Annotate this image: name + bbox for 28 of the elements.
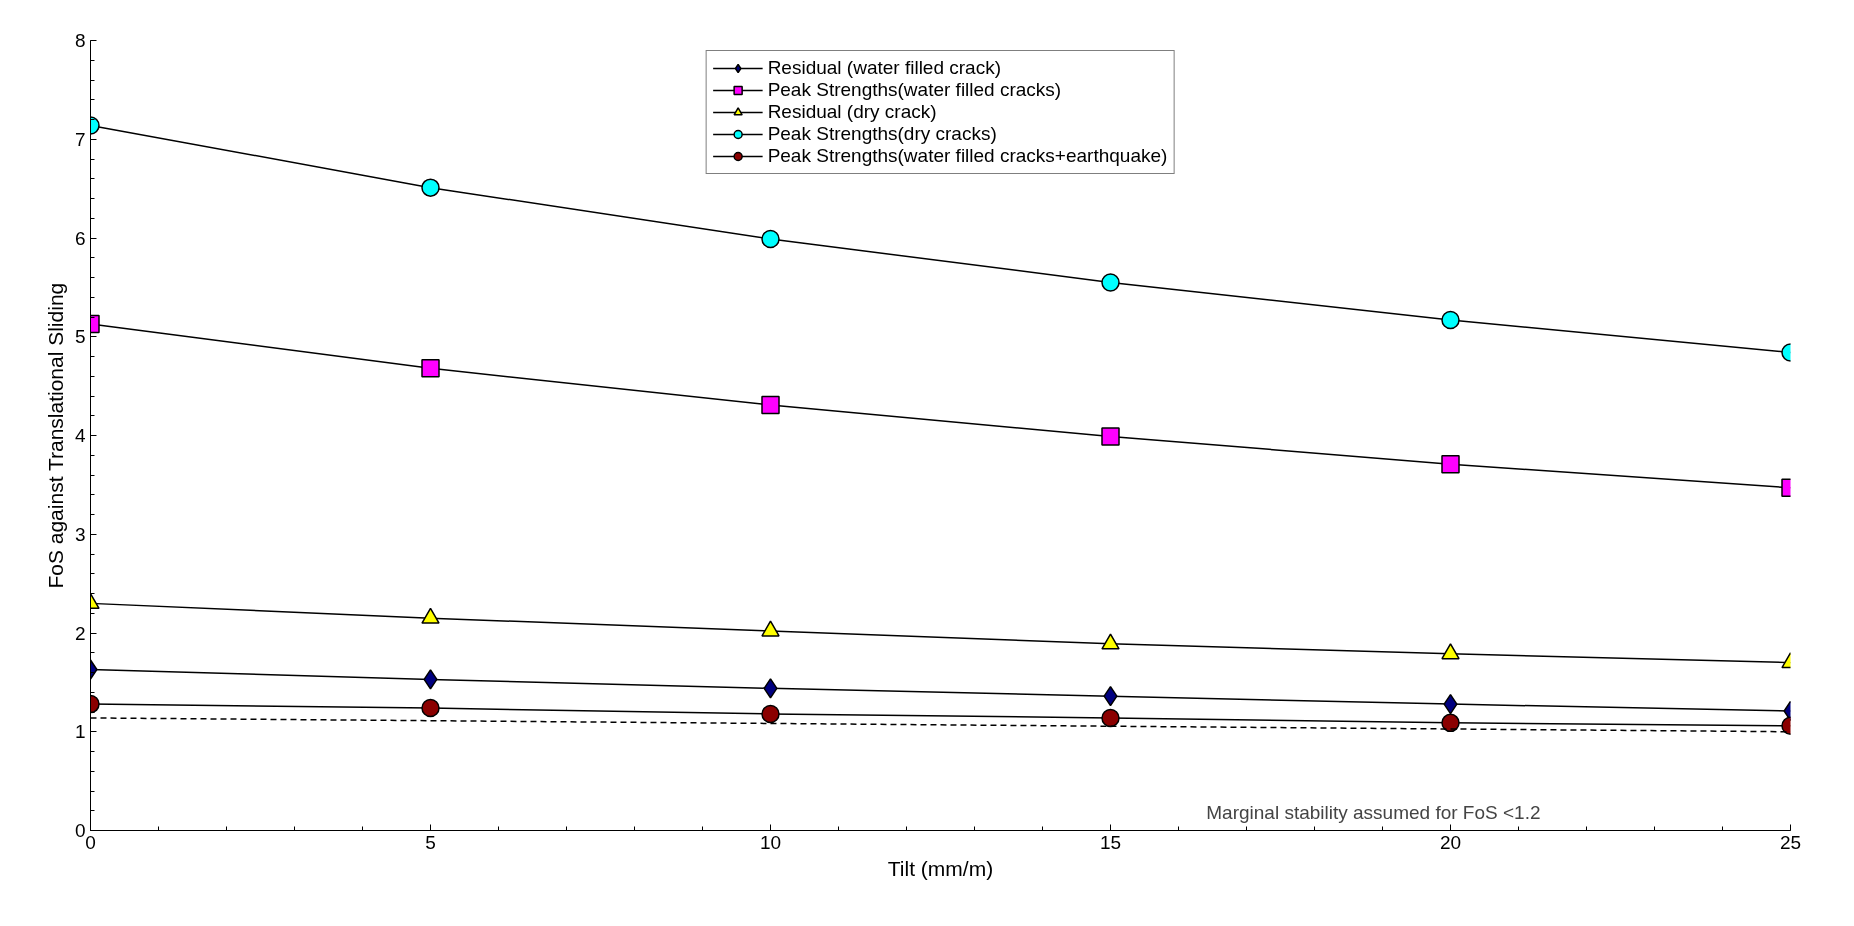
- x-axis-title: Tilt (mm/m): [887, 856, 994, 880]
- y-tick-label: 6: [74, 227, 86, 249]
- y-axis-title: FoS against Translational Sliding: [43, 282, 67, 589]
- point: [763, 678, 778, 699]
- y-tick-label: 2: [74, 622, 86, 644]
- legend-label: Residual (dry crack): [767, 101, 937, 123]
- x-tick-label: 25: [1779, 831, 1802, 853]
- legend-label: Peak Strengths(water filled cracks): [767, 79, 1062, 101]
- point: [761, 229, 780, 249]
- x-tick-label: 15: [1099, 831, 1122, 853]
- y-tick-label: 3: [74, 523, 86, 545]
- y-tick-label: 8: [74, 30, 86, 51]
- legend-label: Peak Strengths(dry cracks): [767, 123, 997, 145]
- x-tick-label: 20: [1439, 831, 1462, 853]
- point: [761, 704, 780, 724]
- legend-label: Peak Strengths(water filled cracks+earthquake): [767, 145, 1168, 167]
- x-tick-label: 5: [425, 831, 436, 853]
- point: [1101, 273, 1120, 292]
- legend-label: Residual (water filled crack): [767, 57, 1001, 79]
- y-tick-label: 7: [74, 128, 86, 150]
- y-tick-label: 4: [74, 425, 86, 446]
- y-tick-label: 5: [74, 326, 86, 348]
- point: [1101, 708, 1120, 728]
- annotation: Marginal stability assumed for FoS <1.2: [1206, 801, 1541, 823]
- point: [761, 395, 780, 415]
- y-tick-label: 1: [74, 721, 86, 743]
- x-tick-label: 10: [759, 831, 782, 853]
- point: [1101, 427, 1120, 446]
